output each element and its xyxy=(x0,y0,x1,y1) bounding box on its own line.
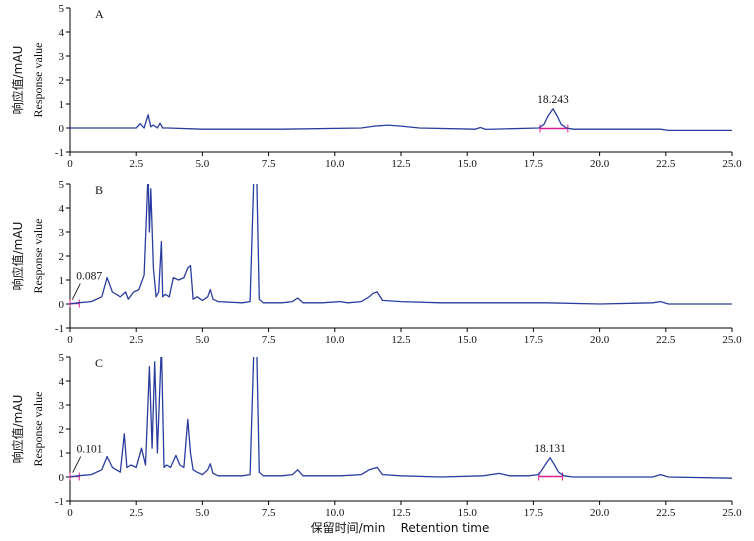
x-tick-label: 25.0 xyxy=(722,507,742,519)
x-tick-label: 7.5 xyxy=(262,507,276,519)
y-tick-label: 1 xyxy=(59,99,65,111)
x-tick-label: 12.5 xyxy=(391,158,411,170)
y-tick-label: 5 xyxy=(59,3,65,15)
x-tick-label: 2.5 xyxy=(129,334,143,346)
x-tick-label: 25.0 xyxy=(722,334,742,346)
y-tick-label: 2 xyxy=(59,251,65,263)
y-tick-label: 1 xyxy=(59,448,65,460)
series-line xyxy=(70,357,732,479)
annotation-leader xyxy=(71,283,81,300)
y-tick-label: 1 xyxy=(59,275,65,287)
x-tick-label: 17.5 xyxy=(524,334,544,346)
x-tick-label: 15.0 xyxy=(458,507,478,519)
y-tick-label: -1 xyxy=(55,323,64,335)
x-tick-label: 0 xyxy=(67,507,73,519)
x-tick-label: 20.0 xyxy=(590,334,610,346)
y-tick-label: 2 xyxy=(59,424,65,436)
y-tick-label: 0 xyxy=(59,472,65,484)
x-tick-label: 5.0 xyxy=(196,334,210,346)
y-tick-label: 3 xyxy=(59,400,65,412)
x-axis-label: 保留时间/min Retention time xyxy=(311,521,490,535)
panel-letter: B xyxy=(95,183,103,197)
x-tick-label: 22.5 xyxy=(656,334,676,346)
y-axis-label-cn: 响应值/mAU xyxy=(10,222,25,291)
x-tick-label: 15.0 xyxy=(458,158,478,170)
series-line xyxy=(70,184,732,305)
x-tick-label: 2.5 xyxy=(129,158,143,170)
x-tick-label: 10.0 xyxy=(325,334,345,346)
x-tick-label: 5.0 xyxy=(196,158,210,170)
y-tick-label: 3 xyxy=(59,227,65,239)
y-tick-label: 4 xyxy=(59,203,65,215)
annotation-leader xyxy=(72,456,82,473)
y-tick-label: 4 xyxy=(59,27,65,39)
y-axis-label-cn: 响应值/mAU xyxy=(10,395,25,464)
y-tick-label: 5 xyxy=(59,352,65,364)
x-tick-label: 22.5 xyxy=(656,507,676,519)
x-tick-label: 12.5 xyxy=(391,334,411,346)
peak-annotation: 18.243 xyxy=(537,94,569,106)
x-tick-label: 20.0 xyxy=(590,158,610,170)
x-tick-label: 22.5 xyxy=(656,158,676,170)
x-tick-label: 17.5 xyxy=(524,158,544,170)
y-axis-label-en: Response value xyxy=(31,43,45,118)
y-tick-label: 3 xyxy=(59,51,65,63)
panel-letter: A xyxy=(95,7,104,21)
y-tick-label: 4 xyxy=(59,376,65,388)
x-tick-label: 10.0 xyxy=(325,158,345,170)
x-tick-label: 7.5 xyxy=(262,334,276,346)
series-line xyxy=(70,108,732,132)
x-tick-label: 20.0 xyxy=(590,507,610,519)
y-tick-label: 0 xyxy=(59,123,65,135)
peak-annotation: 18.131 xyxy=(534,443,566,455)
y-axis-label-en: Response value xyxy=(31,219,45,294)
y-axis-label-en: Response value xyxy=(31,392,45,467)
y-tick-label: -1 xyxy=(55,147,64,159)
peak-annotation: 0.087 xyxy=(76,271,102,283)
y-axis-label-cn: 响应值/mAU xyxy=(10,46,25,115)
x-tick-label: 10.0 xyxy=(325,507,345,519)
x-tick-label: 15.0 xyxy=(458,334,478,346)
y-tick-label: 0 xyxy=(59,299,65,311)
x-tick-label: 2.5 xyxy=(129,507,143,519)
y-tick-label: -1 xyxy=(55,496,64,508)
x-tick-label: 0 xyxy=(67,334,73,346)
x-tick-label: 12.5 xyxy=(391,507,411,519)
x-tick-label: 25.0 xyxy=(722,158,742,170)
x-tick-label: 7.5 xyxy=(262,158,276,170)
panel-letter: C xyxy=(95,356,103,370)
x-tick-label: 17.5 xyxy=(524,507,544,519)
y-tick-label: 5 xyxy=(59,179,65,191)
y-tick-label: 2 xyxy=(59,75,65,87)
peak-annotation: 0.101 xyxy=(77,444,103,456)
x-tick-label: 0 xyxy=(67,158,73,170)
x-tick-label: 5.0 xyxy=(196,507,210,519)
